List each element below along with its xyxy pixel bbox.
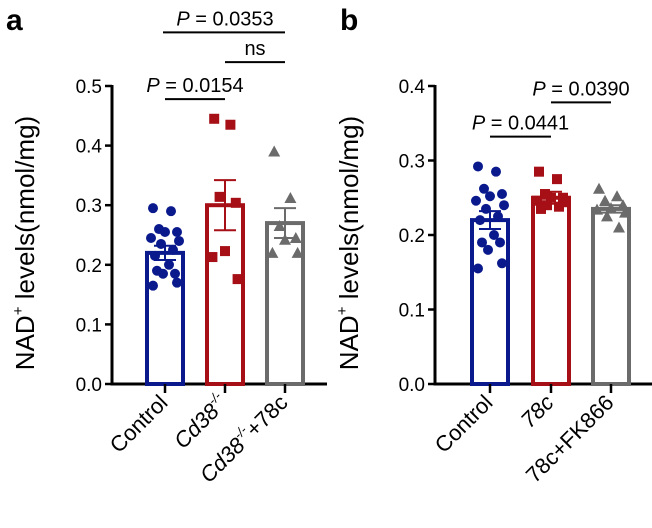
bar bbox=[591, 206, 631, 386]
data-point bbox=[495, 237, 505, 248]
data-point bbox=[491, 166, 501, 177]
significance-label: P = 0.0154 bbox=[146, 75, 243, 97]
y-axis-title: NAD+ levels(nmol/mg) bbox=[10, 116, 40, 370]
data-point bbox=[540, 189, 550, 200]
y-tick-label: 0.4 bbox=[76, 137, 103, 158]
data-point bbox=[220, 246, 230, 257]
data-point bbox=[172, 227, 182, 238]
data-point bbox=[552, 174, 562, 185]
series-cd38-78c bbox=[265, 145, 305, 386]
data-point bbox=[497, 189, 507, 200]
data-point bbox=[232, 274, 243, 285]
x-tick-label: 78c bbox=[516, 390, 559, 433]
data-point bbox=[475, 215, 485, 226]
data-point bbox=[479, 183, 489, 194]
data-point bbox=[170, 268, 180, 279]
data-point bbox=[164, 259, 174, 270]
data-point bbox=[477, 237, 487, 248]
data-point bbox=[485, 191, 495, 202]
data-point bbox=[174, 235, 184, 246]
series-control bbox=[145, 203, 185, 386]
bar bbox=[531, 195, 571, 386]
data-point bbox=[214, 191, 225, 202]
y-tick-label: 0.0 bbox=[76, 375, 102, 396]
data-point bbox=[266, 246, 279, 258]
significance-label: P = 0.0390 bbox=[532, 78, 629, 100]
data-point bbox=[209, 113, 220, 124]
data-point bbox=[497, 258, 507, 269]
data-point bbox=[542, 200, 552, 211]
significance-label: ns bbox=[244, 38, 265, 60]
data-point bbox=[489, 230, 499, 240]
data-point bbox=[599, 194, 611, 206]
y-tick-label: 0.5 bbox=[76, 77, 102, 98]
data-point bbox=[150, 250, 160, 261]
y-tick-label: 0.3 bbox=[399, 152, 425, 173]
panel-label: b bbox=[340, 4, 358, 37]
data-point bbox=[560, 197, 570, 208]
data-point bbox=[534, 166, 544, 177]
data-point bbox=[473, 263, 483, 274]
data-point bbox=[593, 182, 605, 194]
data-point bbox=[289, 231, 302, 243]
series-control bbox=[470, 161, 510, 386]
bar bbox=[205, 203, 245, 386]
y-axis-title: NAD+ levels(nmol/mg) bbox=[334, 116, 364, 370]
data-point bbox=[148, 203, 158, 214]
data-point bbox=[473, 161, 483, 172]
y-tick-label: 0.3 bbox=[76, 196, 102, 217]
x-tick-label: Control bbox=[430, 390, 498, 458]
data-point bbox=[230, 197, 241, 208]
data-point bbox=[617, 199, 629, 211]
x-tick-label: Control bbox=[105, 390, 173, 458]
data-point bbox=[284, 192, 297, 204]
data-point bbox=[471, 195, 481, 206]
data-point bbox=[291, 246, 304, 258]
data-point bbox=[619, 206, 631, 218]
series-cd38- bbox=[205, 113, 245, 386]
data-point bbox=[605, 202, 617, 214]
series-78c-fk866 bbox=[591, 182, 631, 386]
data-point bbox=[279, 233, 291, 245]
y-tick-label: 0.4 bbox=[399, 77, 426, 98]
data-point bbox=[225, 119, 236, 130]
panel-a: a NAD+ levels(nmol/mg) 0.0 0.1 0.2 0.3 0.4 0.5 C… bbox=[6, 4, 327, 488]
data-point bbox=[168, 244, 178, 255]
y-tick-label: 0.1 bbox=[76, 315, 102, 336]
data-point bbox=[268, 145, 281, 157]
data-point bbox=[158, 268, 168, 279]
data-point bbox=[166, 206, 176, 217]
data-point bbox=[148, 280, 158, 291]
panel-label: a bbox=[6, 4, 23, 37]
y-tick-label: 0.1 bbox=[399, 301, 425, 322]
y-tick-label: 0.0 bbox=[399, 375, 425, 396]
data-point bbox=[554, 201, 564, 212]
data-point bbox=[160, 227, 170, 238]
significance-label: P = 0.0441 bbox=[472, 113, 569, 135]
data-point bbox=[481, 203, 491, 214]
data-point bbox=[493, 211, 503, 222]
data-point bbox=[156, 238, 166, 249]
data-point bbox=[611, 190, 623, 202]
y-tick-label: 0.2 bbox=[76, 256, 102, 277]
data-point bbox=[172, 277, 182, 288]
data-point bbox=[536, 203, 546, 214]
data-point bbox=[546, 192, 556, 203]
data-point bbox=[273, 220, 286, 232]
significance-label: P = 0.0353 bbox=[176, 8, 273, 30]
data-point bbox=[613, 221, 625, 233]
y-tick-label: 0.2 bbox=[399, 226, 425, 247]
data-point bbox=[601, 210, 613, 222]
series-78c bbox=[531, 166, 571, 386]
data-point bbox=[499, 200, 509, 211]
data-point bbox=[483, 244, 493, 255]
data-point bbox=[591, 203, 603, 215]
panel-b: b NAD+ levels(nmol/mg) 0.0 0.1 0.2 0.3 0.4 Cont… bbox=[334, 4, 652, 488]
data-point bbox=[207, 252, 218, 263]
data-point bbox=[532, 195, 542, 206]
data-point bbox=[146, 232, 156, 243]
